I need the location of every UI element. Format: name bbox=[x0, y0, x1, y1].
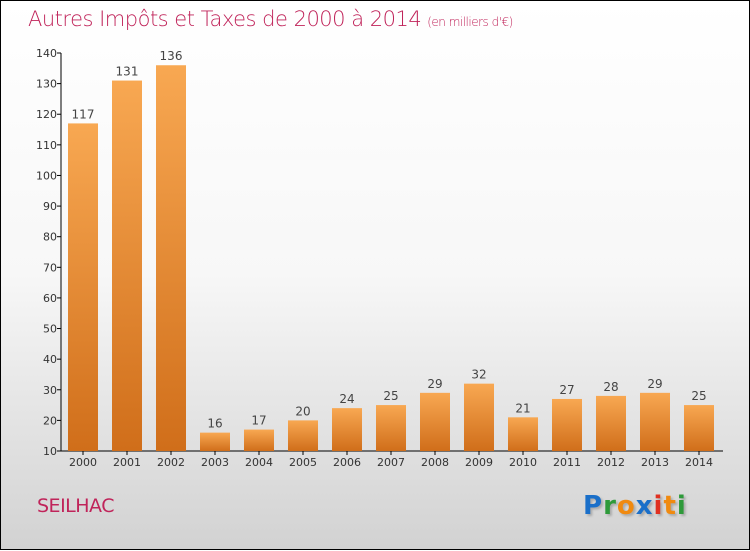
bar-2007 bbox=[376, 405, 406, 451]
y-tick-label: 100 bbox=[36, 169, 57, 182]
data-label-2004: 17 bbox=[251, 414, 266, 428]
y-tick-label: 110 bbox=[36, 139, 57, 152]
bar-2012 bbox=[596, 395, 626, 451]
x-tick-label: 2001 bbox=[113, 456, 141, 469]
bar-2011 bbox=[552, 398, 582, 451]
x-tick-label: 2006 bbox=[333, 456, 361, 469]
y-tick-label: 120 bbox=[36, 108, 57, 121]
y-tick-label: 140 bbox=[36, 47, 57, 60]
data-label-2002: 136 bbox=[160, 49, 183, 63]
y-tick-label: 60 bbox=[43, 292, 57, 305]
data-label-2006: 24 bbox=[339, 392, 354, 406]
data-label-2011: 27 bbox=[559, 383, 574, 397]
data-label-2003: 16 bbox=[207, 417, 222, 431]
data-label-2009: 32 bbox=[471, 368, 486, 382]
data-label-2013: 29 bbox=[647, 377, 662, 391]
x-tick-label: 2014 bbox=[685, 456, 713, 469]
data-label-2000: 117 bbox=[72, 107, 95, 121]
data-label-2008: 29 bbox=[427, 377, 442, 391]
bar-2000 bbox=[68, 123, 98, 452]
y-tick-label: 80 bbox=[43, 231, 57, 244]
x-tick-label: 2003 bbox=[201, 456, 229, 469]
x-tick-label: 2005 bbox=[289, 456, 317, 469]
y-tick-label: 70 bbox=[43, 261, 57, 274]
bar-2006 bbox=[332, 408, 362, 451]
bar-2009 bbox=[464, 383, 494, 451]
x-tick-label: 2009 bbox=[465, 456, 493, 469]
y-tick-label: 50 bbox=[43, 323, 57, 336]
data-label-2001: 131 bbox=[116, 65, 139, 79]
bar-2001 bbox=[112, 80, 142, 452]
x-tick-label: 2004 bbox=[245, 456, 273, 469]
y-tick-label: 10 bbox=[43, 445, 57, 458]
x-tick-label: 2012 bbox=[597, 456, 625, 469]
x-tick-label: 2013 bbox=[641, 456, 669, 469]
data-label-2014: 25 bbox=[691, 389, 706, 403]
x-tick-label: 2010 bbox=[509, 456, 537, 469]
bar-2010 bbox=[508, 417, 538, 451]
x-tick-label: 2007 bbox=[377, 456, 405, 469]
bar-2004 bbox=[244, 429, 274, 451]
bar-2014 bbox=[684, 405, 714, 451]
data-label-2012: 28 bbox=[603, 380, 618, 394]
chart-title: Autres Impôts et Taxes de 2000 à 2014 (en… bbox=[28, 7, 513, 31]
data-label-2005: 20 bbox=[295, 404, 310, 418]
y-tick-label: 20 bbox=[43, 414, 57, 427]
bar-2008 bbox=[420, 392, 450, 451]
data-label-2007: 25 bbox=[383, 389, 398, 403]
x-tick-label: 2008 bbox=[421, 456, 449, 469]
proxiti-logo: Proxiti bbox=[583, 491, 687, 521]
y-tick-label: 30 bbox=[43, 384, 57, 397]
bar-2003 bbox=[200, 432, 230, 451]
y-tick-label: 40 bbox=[43, 353, 57, 366]
x-tick-label: 2002 bbox=[157, 456, 185, 469]
y-tick-label: 90 bbox=[43, 200, 57, 213]
x-tick-label: 2011 bbox=[553, 456, 581, 469]
title-text: Autres Impôts et Taxes de 2000 à 2014 bbox=[28, 7, 422, 31]
y-tick-label: 130 bbox=[36, 78, 57, 91]
bar-2002 bbox=[156, 65, 186, 451]
bar-2013 bbox=[640, 392, 670, 451]
data-label-2010: 21 bbox=[515, 401, 530, 415]
unit-label: (en milliers d'€) bbox=[427, 15, 513, 29]
city-name: SEILHAC bbox=[37, 495, 114, 517]
bar-2005 bbox=[288, 420, 318, 451]
x-tick-label: 2000 bbox=[69, 456, 97, 469]
